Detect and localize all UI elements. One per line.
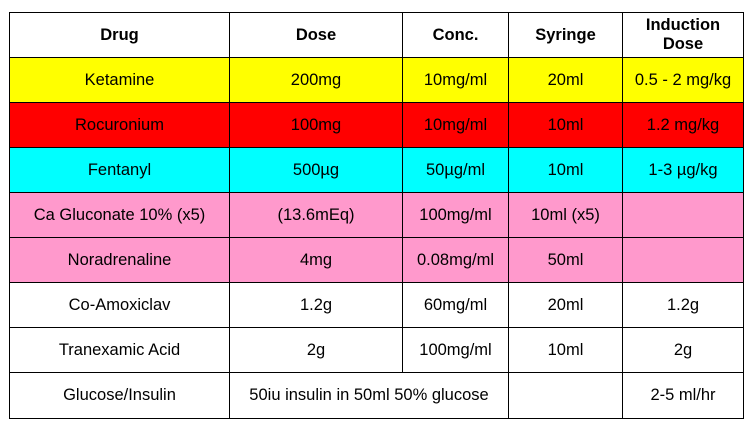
syringe-cell: 20ml [508,57,623,103]
drug-cell: Ketamine [9,57,230,103]
dose-cell: 200mg [229,57,403,103]
table-row: Fentanyl 500µg 50µg/ml 10ml 1-3 µg/kg [9,147,744,193]
drug-cell: Rocuronium [9,102,230,148]
header-induction-dose: Induction Dose [622,12,744,58]
syringe-cell: 10ml (x5) [508,192,623,238]
conc-cell: 10mg/ml [402,57,509,103]
dose-cell: (13.6mEq) [229,192,403,238]
dose-cell: 1.2g [229,282,403,328]
drug-table: Drug Dose Conc. Syringe Induction Dose K… [9,12,744,419]
syringe-cell: 10ml [508,102,623,148]
conc-cell: 60mg/ml [402,282,509,328]
drug-cell: Ca Gluconate 10% (x5) [9,192,230,238]
table-row: Tranexamic Acid 2g 100mg/ml 10ml 2g [9,327,744,373]
conc-cell: 10mg/ml [402,102,509,148]
drug-cell: Tranexamic Acid [9,327,230,373]
syringe-cell: 10ml [508,327,623,373]
drug-cell: Fentanyl [9,147,230,193]
drug-cell: Noradrenaline [9,237,230,283]
dose-cell: 100mg [229,102,403,148]
header-drug: Drug [9,12,230,58]
table-row: Rocuronium 100mg 10mg/ml 10ml 1.2 mg/kg [9,102,744,148]
table-row: Ketamine 200mg 10mg/ml 20ml 0.5 - 2 mg/k… [9,57,744,103]
induction-dose-cell: 2-5 ml/hr [622,372,744,419]
conc-cell: 0.08mg/ml [402,237,509,283]
table-row: Co-Amoxiclav 1.2g 60mg/ml 20ml 1.2g [9,282,744,328]
induction-dose-cell [622,192,744,238]
dose-cell: 4mg [229,237,403,283]
header-conc: Conc. [402,12,509,58]
drug-cell: Glucose/Insulin [9,372,230,419]
header-row: Drug Dose Conc. Syringe Induction Dose [9,12,744,58]
table-row: Glucose/Insulin 50iu insulin in 50ml 50%… [9,372,744,419]
table-row: Ca Gluconate 10% (x5) (13.6mEq) 100mg/ml… [9,192,744,238]
header-syringe: Syringe [508,12,623,58]
induction-dose-cell: 1.2g [622,282,744,328]
induction-dose-cell: 1-3 µg/kg [622,147,744,193]
conc-cell: 100mg/ml [402,192,509,238]
induction-dose-cell: 1.2 mg/kg [622,102,744,148]
syringe-cell: 10ml [508,147,623,193]
dose-cell: 2g [229,327,403,373]
induction-dose-cell: 0.5 - 2 mg/kg [622,57,744,103]
drug-cell: Co-Amoxiclav [9,282,230,328]
dose-conc-cell: 50iu insulin in 50ml 50% glucose [229,372,509,419]
syringe-cell: 50ml [508,237,623,283]
induction-dose-cell [622,237,744,283]
syringe-cell: 20ml [508,282,623,328]
table-row: Noradrenaline 4mg 0.08mg/ml 50ml [9,237,744,283]
dose-cell: 500µg [229,147,403,193]
syringe-cell [508,372,623,419]
header-dose: Dose [229,12,403,58]
conc-cell: 50µg/ml [402,147,509,193]
conc-cell: 100mg/ml [402,327,509,373]
induction-dose-cell: 2g [622,327,744,373]
